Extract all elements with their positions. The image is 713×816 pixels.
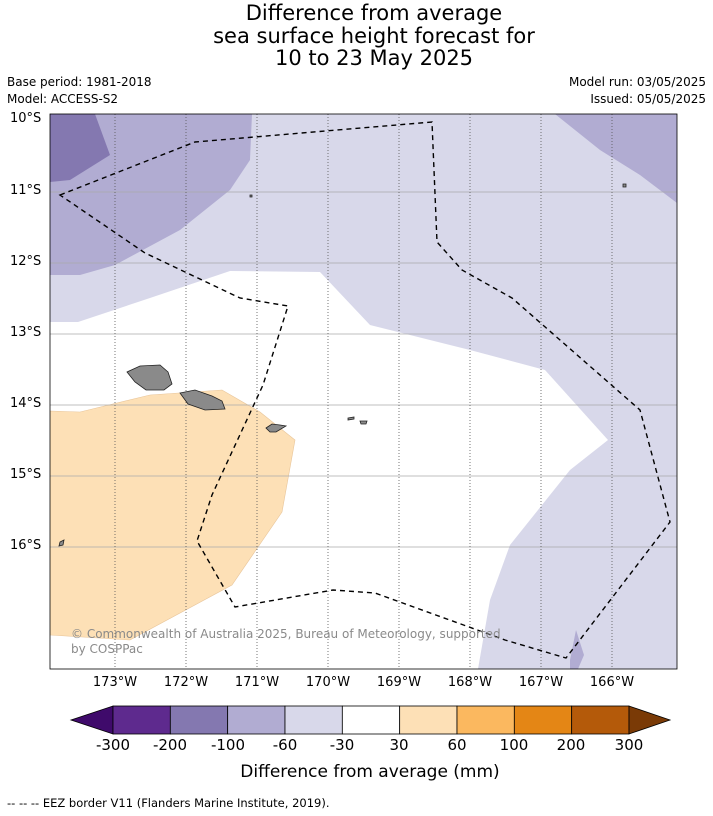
upolu-island — [179, 389, 226, 411]
meta-right: Model run: 03/05/2025 Issued: 05/05/2025 — [569, 74, 706, 108]
lat-label-10s: 10°S — [10, 111, 42, 126]
colorbar-tick: 100 — [499, 736, 529, 754]
base-period: Base period: 1981-2018 — [7, 75, 152, 89]
eez-borders — [58, 121, 671, 659]
colorbar-tick: -300 — [95, 736, 131, 754]
meta-left: Base period: 1981-2018 Model: ACCESS-S2 — [7, 74, 152, 108]
anomaly-band-minus100-minus60-south — [570, 630, 584, 669]
anomaly-band-minus100-minus60-east — [555, 114, 677, 203]
colorbar-cell — [456, 705, 515, 735]
latitude-gridlines — [50, 191, 677, 548]
tokelau-island — [622, 183, 627, 188]
colorbar-tick: -100 — [210, 736, 246, 754]
title-line-3: 10 to 23 May 2025 — [274, 46, 474, 70]
ofu-island — [347, 416, 355, 421]
tutuila-island — [265, 423, 288, 433]
lat-label-16s: 16°S — [10, 538, 42, 553]
anomaly-band-minus200-minus100 — [50, 114, 110, 182]
lat-label-11s: 11°S — [10, 183, 42, 198]
colorbar-tick: -30 — [329, 736, 355, 754]
colorbar-cell — [399, 705, 458, 735]
lat-label-13s: 13°S — [10, 325, 42, 340]
lon-label-168w: 168°W — [447, 675, 493, 690]
colorbar-tick: 300 — [614, 736, 644, 754]
colorbar-cell — [513, 705, 573, 735]
issued-date: Issued: 05/05/2025 — [590, 92, 706, 106]
colorbar-tick: 30 — [389, 736, 409, 754]
map-title: Difference from average sea surface heig… — [0, 2, 713, 70]
savaii-island — [126, 364, 173, 391]
lon-label-173w: 173°W — [92, 675, 138, 690]
colorbar-tick: 200 — [556, 736, 586, 754]
swains-island — [249, 194, 253, 198]
colorbar-tick: -60 — [272, 736, 298, 754]
colorbar-cell — [284, 705, 343, 735]
colorbar-arrow-low — [69, 705, 114, 735]
wallis-island — [58, 539, 65, 547]
lon-label-167w: 167°W — [518, 675, 564, 690]
colorbar-cells — [69, 705, 672, 735]
eez-footnote: -- -- -- EEZ border V11 (Flanders Marine… — [7, 796, 330, 810]
copyright-notice: © Commonwealth of Australia 2025, Bureau… — [71, 627, 501, 656]
lat-label-14s: 14°S — [10, 396, 42, 411]
longitude-gridlines — [114, 114, 613, 669]
colorbar-cell — [571, 705, 630, 735]
colorbar-tick: -200 — [152, 736, 188, 754]
anomaly-band-30-60 — [50, 389, 296, 641]
map-frame — [49, 113, 678, 670]
colorbar-label: Difference from average (mm) — [240, 762, 500, 782]
tau-island — [359, 420, 368, 425]
colorbar-cell — [112, 705, 171, 735]
land-islands — [58, 183, 627, 547]
lon-label-166w: 166°W — [589, 675, 635, 690]
model-run: Model run: 03/05/2025 — [568, 75, 706, 89]
lon-label-170w: 170°W — [305, 675, 351, 690]
lon-label-171w: 171°W — [234, 675, 280, 690]
colorbar-arrow-high — [628, 705, 672, 735]
lat-label-12s: 12°S — [10, 254, 42, 269]
colorbar-cell — [227, 705, 286, 735]
lon-label-169w: 169°W — [376, 675, 422, 690]
colorbar-cell — [169, 705, 229, 735]
title-line-2: sea surface height forecast for — [213, 23, 535, 48]
lat-label-15s: 15°S — [10, 467, 42, 482]
lon-label-172w: 172°W — [163, 675, 209, 690]
colorbar-tick: 60 — [447, 736, 467, 754]
title-line-1: Difference from average — [245, 1, 503, 25]
model-name: Model: ACCESS-S2 — [7, 92, 119, 106]
colorbar-cell — [341, 705, 401, 735]
